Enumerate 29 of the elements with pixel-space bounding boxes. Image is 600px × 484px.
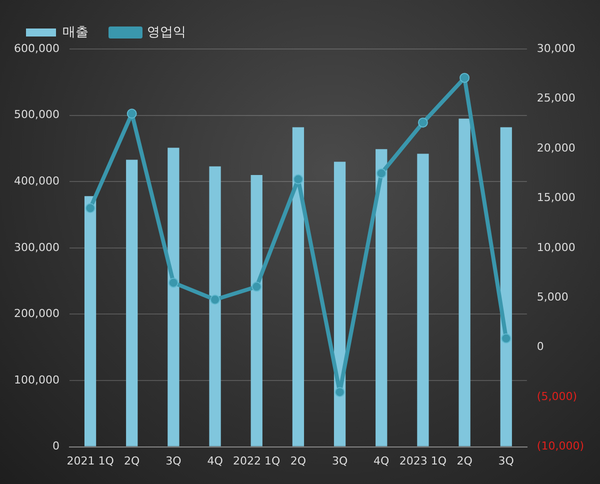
x-tick-label: 3Q [166,454,182,468]
y-tick-label: 100,000 [14,373,60,386]
y-tick-label: 600,000 [14,42,60,55]
y2-tick-label: (5,000) [536,390,578,403]
y-tick-label: 300,000 [14,240,60,254]
y-tick-label: 400,000 [14,174,60,188]
x-tick-label: 4Q [374,454,390,468]
y-tick-label: 0 [52,440,60,453]
y2-tick-label: 15,000 [536,191,576,204]
y2-tick-label: 30,000 [536,42,576,55]
x-tick-label: 2021 1Q [66,454,114,468]
x-tick-label: 3Q [498,454,514,468]
x-tick-label: 4Q [207,454,224,468]
y2-tick-label: 0 [536,340,544,354]
legend-label: 매출 [62,24,88,40]
y2-tick-label: (10,000) [536,440,584,453]
x-tick-label: 2023 1Q [399,454,447,468]
x-tick-label: 2022 1Q [233,454,281,468]
x-tick-label: 2Q [456,454,473,468]
x-tick-label: 3Q [332,454,348,468]
y-tick-label: 200,000 [14,307,60,320]
y2-tick-label: 20,000 [536,141,576,154]
y2-tick-label: 25,000 [536,92,576,105]
y2-tick-label: 10,000 [536,240,576,254]
y2-tick-label: 5,000 [536,290,568,304]
x-tick-label: 2Q [124,454,140,468]
y-tick-label: 500,000 [14,108,60,122]
legend-label: 영업익 [147,24,186,40]
x-tick-label: 2Q [290,454,306,468]
